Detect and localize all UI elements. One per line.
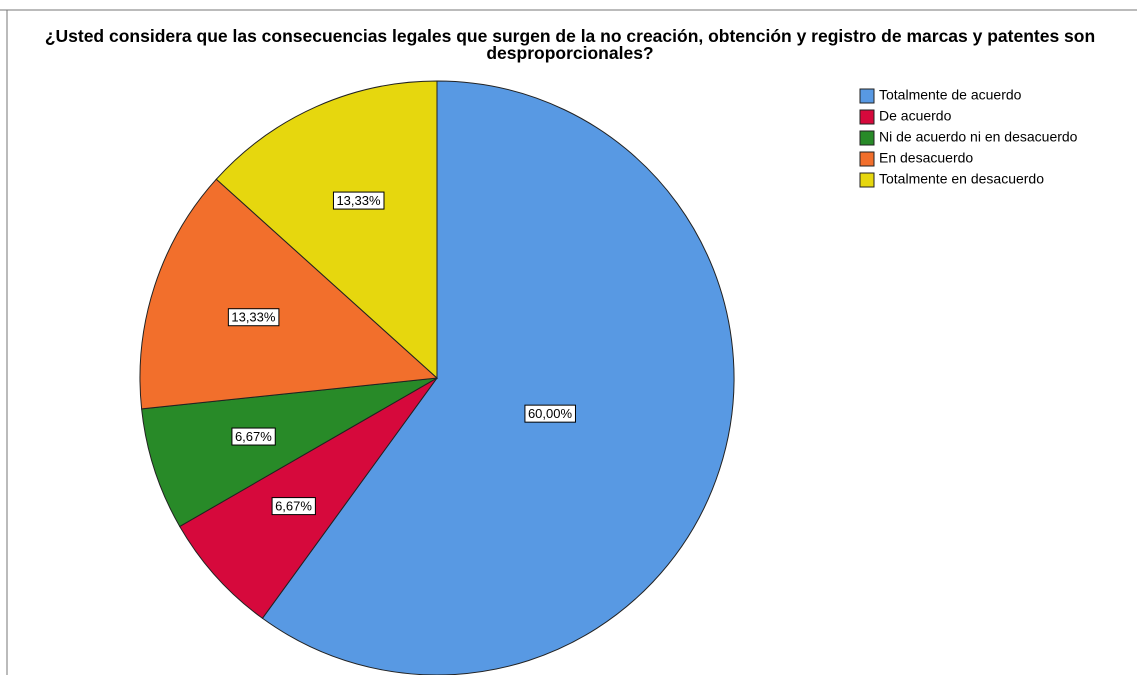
legend-label: Totalmente de acuerdo: [879, 87, 1022, 103]
pie-slice: [141, 377, 438, 528]
chart-title: ¿Usted considera que las consecuencias l…: [44, 26, 1096, 63]
legend-label: Totalmente en desacuerdo: [879, 171, 1044, 187]
data-label: 6,67%: [275, 499, 312, 514]
data-label: 13,33%: [336, 193, 381, 208]
legend-swatch: [859, 109, 875, 125]
legend-label: Ni de acuerdo ni en desacuerdo: [879, 129, 1078, 145]
pie-slice: [261, 80, 735, 675]
data-label-box: [332, 191, 385, 210]
data-label-box: [227, 308, 280, 327]
pie-slice: [139, 178, 439, 410]
data-label: 13,33%: [231, 310, 276, 325]
pie-slice: [215, 80, 438, 380]
data-label-box: [524, 404, 576, 423]
data-label-box: [271, 497, 316, 516]
legend-swatch: [859, 130, 875, 146]
data-label-box: [231, 427, 276, 446]
legend-label: En desacuerdo: [879, 150, 973, 166]
data-label: 6,67%: [235, 429, 272, 444]
legend-swatch: [859, 151, 875, 167]
data-label: 60,00%: [528, 406, 573, 421]
legend-swatch: [859, 88, 875, 104]
legend-swatch: [859, 172, 875, 188]
legend-label: De acuerdo: [879, 108, 952, 124]
